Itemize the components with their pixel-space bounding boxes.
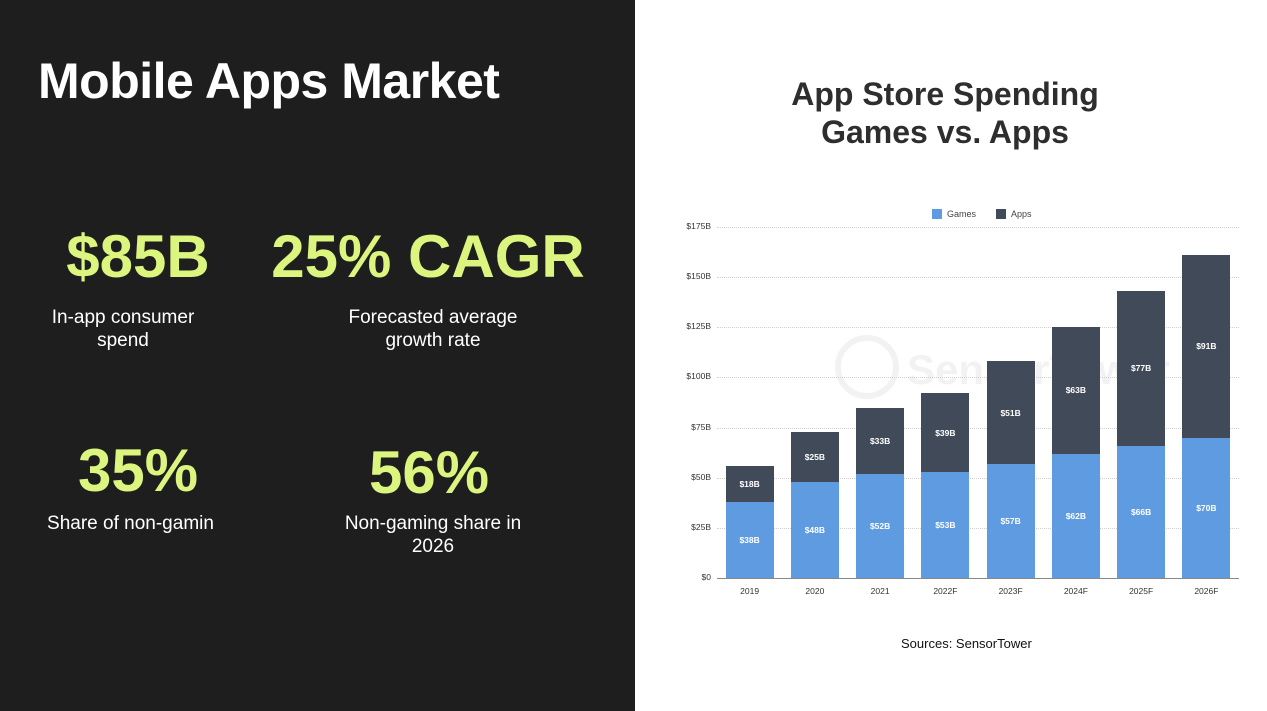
gridline xyxy=(717,527,1239,529)
bar-segment-games: $57B xyxy=(986,463,1035,578)
gridline xyxy=(717,377,1239,379)
bar-segment-games: $52B xyxy=(856,473,905,578)
bar-segment-apps: $51B xyxy=(986,361,1035,464)
y-tick-label: $50B xyxy=(691,471,711,482)
x-axis-line xyxy=(717,578,1239,579)
legend-swatch-games xyxy=(932,209,942,219)
legend-item-games: Games xyxy=(932,209,976,219)
gridline xyxy=(717,227,1239,228)
chart-title: App Store Spending Games vs. Apps xyxy=(635,75,1255,151)
legend-item-apps: Apps xyxy=(996,209,1032,219)
gridline xyxy=(717,477,1239,479)
y-tick-label: $0 xyxy=(701,572,711,582)
x-tick-label: 2025F xyxy=(1129,586,1154,596)
bar-segment-apps: $18B xyxy=(725,465,774,502)
chart-title-line1: App Store Spending xyxy=(791,76,1099,112)
sensortower-logo-icon xyxy=(835,335,899,399)
stacked-bar-chart: SensorTower Games Apps $0 $25B $50B $75B $10… xyxy=(635,0,1267,711)
chart-legend: Games Apps xyxy=(932,209,1032,219)
x-tick-label: 2021 xyxy=(870,586,890,596)
gridline xyxy=(717,427,1239,429)
x-tick-label: 2022F xyxy=(933,586,958,596)
bar-segment-games: $48B xyxy=(790,481,839,578)
stat-value-nongaming-share: 35% xyxy=(77,437,199,504)
legend-swatch-apps xyxy=(996,209,1007,219)
bar-segment-games: $66B xyxy=(1117,445,1166,578)
chart-title-line2: Games vs. Apps xyxy=(821,114,1069,150)
bar-segment-apps: $91B xyxy=(1182,255,1231,438)
bar-segment-games: $38B xyxy=(725,501,774,578)
stat-value-cagr: 25% CAGR xyxy=(271,223,585,290)
y-tick-label: $150B xyxy=(686,271,711,282)
bar-segment-games: $53B xyxy=(921,471,970,578)
bar-segment-games: $62B xyxy=(1051,453,1100,578)
stat-label-nongaming-2026: Non-gaming share in 2026 xyxy=(344,513,522,557)
page-title: Mobile Apps Market xyxy=(38,53,500,109)
left-panel: Mobile Apps Market $85B In-app consumer … xyxy=(0,0,635,711)
stat-value-spend: $85B xyxy=(66,223,210,290)
stat-label-cagr: Forecasted average growth rate xyxy=(348,307,518,351)
x-tick-label: 2023F xyxy=(998,586,1023,596)
y-tick-label: $75B xyxy=(691,421,711,432)
y-tick-label: $100B xyxy=(686,371,711,382)
stat-label-spend: In-app consumer spend xyxy=(51,307,195,351)
source-note: Sources: SensorTower xyxy=(901,636,1032,651)
legend-label-games: Games xyxy=(947,209,977,219)
bar-segment-apps: $25B xyxy=(790,431,839,482)
y-tick-label: $25B xyxy=(691,521,711,532)
y-tick-label: $125B xyxy=(686,321,711,332)
x-tick-label: 2026F xyxy=(1194,586,1219,596)
legend-label-apps: Apps xyxy=(1011,209,1032,219)
gridline xyxy=(717,277,1239,279)
y-tick-label: $175B xyxy=(686,221,711,231)
x-tick-label: 2019 xyxy=(740,586,760,596)
bar-segment-apps: $63B xyxy=(1051,327,1100,454)
bar-segment-games: $70B xyxy=(1182,437,1231,578)
stat-label-nongaming-share: Share of non-gamin xyxy=(47,513,214,534)
right-panel: App Store Spending Games vs. Apps Sensor… xyxy=(635,0,1267,711)
gridline xyxy=(717,327,1239,329)
bar-segment-apps: $77B xyxy=(1117,291,1166,446)
bar-segment-apps: $39B xyxy=(921,393,970,472)
x-tick-label: 2020 xyxy=(805,586,825,596)
x-tick-label: 2024F xyxy=(1063,586,1088,596)
bar-segment-apps: $33B xyxy=(856,407,905,474)
stat-value-nongaming-2026: 56% xyxy=(368,439,490,506)
